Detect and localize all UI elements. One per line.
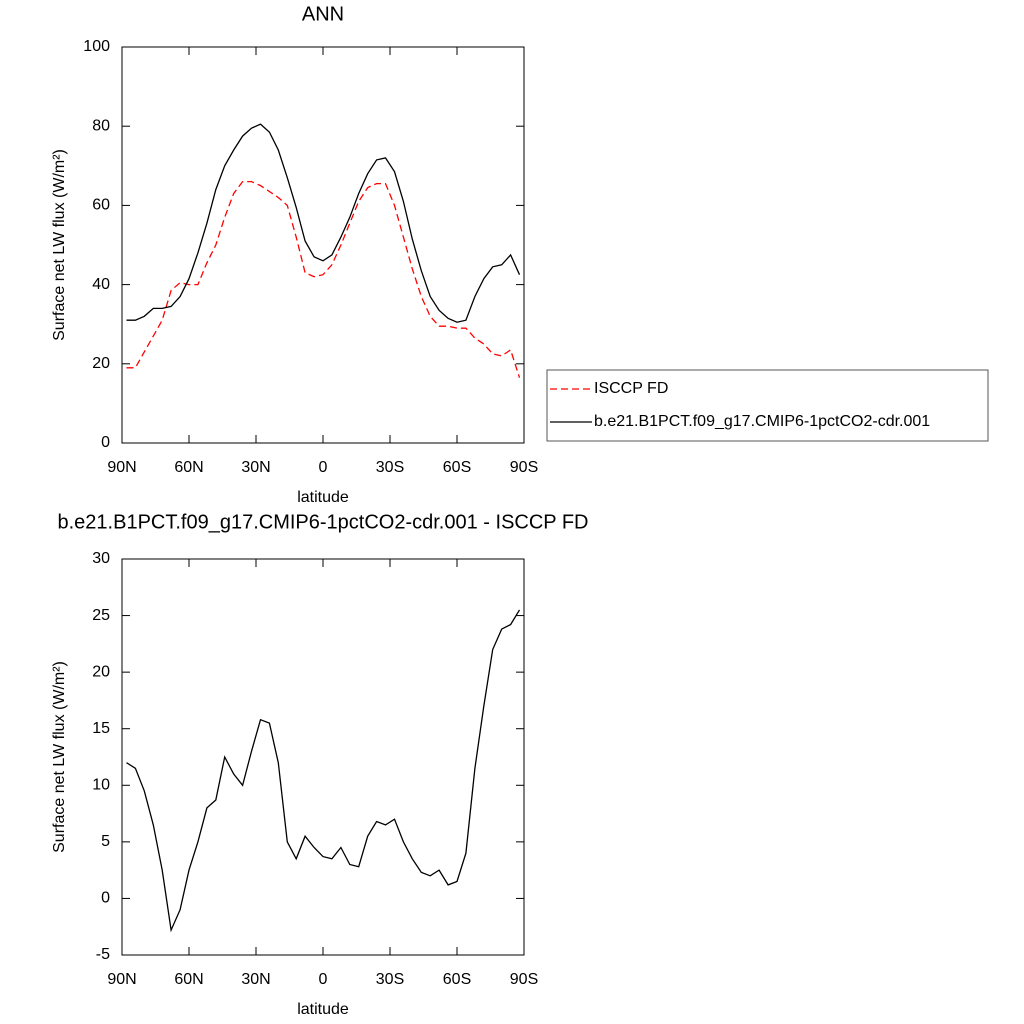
y-tick-label: 5	[101, 833, 110, 850]
y-tick-label: 25	[92, 607, 110, 624]
x-tick-label: 90S	[510, 971, 538, 988]
x-tick-label: 30S	[376, 459, 404, 476]
plot-frame	[121, 46, 525, 444]
x-tick-label: 60S	[443, 459, 471, 476]
x-tick-label: 90N	[107, 459, 136, 476]
chart-title: b.e21.B1PCT.f09_g17.CMIP6-1pctCO2-cdr.00…	[58, 511, 589, 533]
y-tick-label: 15	[92, 720, 110, 737]
plot-frame	[121, 558, 525, 956]
x-tick-label: 90S	[510, 459, 538, 476]
y-tick-label: -5	[96, 946, 110, 963]
x-tick-label: 30S	[376, 971, 404, 988]
chart-title: ANN	[302, 3, 344, 25]
y-tick-label: 20	[92, 663, 110, 680]
y-axis-label: Surface net LW flux (W/m²)	[51, 661, 68, 853]
y-tick-label: 80	[92, 117, 110, 134]
y-tick-label: 0	[101, 890, 110, 907]
legend-label: b.e21.B1PCT.f09_g17.CMIP6-1pctCO2-cdr.00…	[594, 413, 930, 430]
y-tick-label: 60	[92, 197, 110, 214]
y-tick-label: 10	[92, 777, 110, 794]
legend-label: ISCCP FD	[594, 380, 668, 397]
x-tick-label: 0	[319, 971, 328, 988]
y-tick-label: 20	[92, 355, 110, 372]
data-line	[126, 609, 521, 933]
x-tick-label: 60N	[174, 459, 203, 476]
y-tick-label: 40	[92, 276, 110, 293]
x-tick-label: 30N	[241, 459, 270, 476]
data-line	[126, 123, 521, 323]
y-tick-label: 0	[101, 434, 110, 451]
data-line	[126, 180, 521, 378]
x-tick-label: 90N	[107, 971, 136, 988]
y-tick-label: 30	[92, 550, 110, 567]
y-axis-label: Surface net LW flux (W/m²)	[51, 149, 68, 341]
y-tick-label: 100	[83, 38, 110, 55]
x-tick-label: 0	[319, 459, 328, 476]
x-axis-label: latitude	[297, 1001, 349, 1018]
x-tick-label: 60N	[174, 971, 203, 988]
legend-box	[546, 369, 989, 442]
x-axis-label: latitude	[297, 489, 349, 506]
x-tick-label: 60S	[443, 971, 471, 988]
x-tick-label: 30N	[241, 971, 270, 988]
